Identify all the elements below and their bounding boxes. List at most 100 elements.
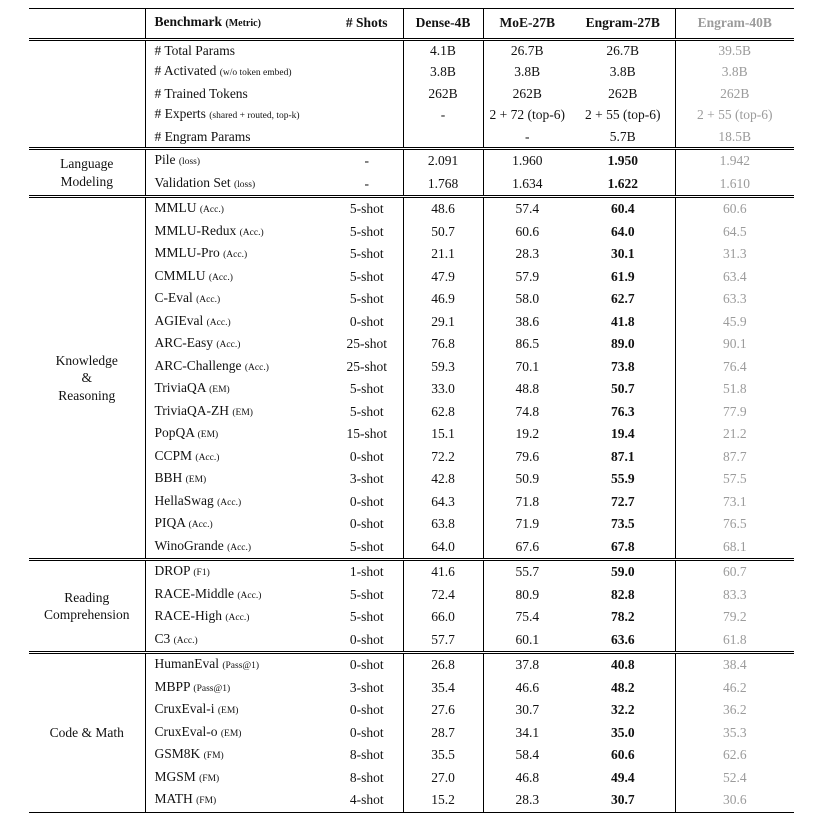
value-cell-engram-27b: 3.8B — [571, 61, 676, 84]
benchmark-cell: RACE-Middle (Acc.) — [145, 584, 331, 607]
value-cell-dense-4b: 27.6 — [403, 699, 484, 722]
value-cell-dense-4b: 50.7 — [403, 220, 484, 243]
shots-cell: 0-shot — [331, 445, 404, 468]
value-cell-engram-27b: 41.8 — [571, 310, 676, 333]
shots-cell: 15-shot — [331, 423, 404, 446]
benchmark-cell: AGIEval (Acc.) — [145, 311, 331, 334]
benchmark-metric: (Acc.) — [208, 272, 233, 283]
benchmark-metric: (Acc.) — [237, 590, 262, 601]
value-cell-dense-4b: 42.8 — [403, 468, 484, 491]
value-cell-dense-4b: 62.8 — [403, 400, 484, 423]
benchmark-name: MMLU — [154, 200, 197, 215]
benchmark-cell: Pile (loss) — [145, 149, 331, 173]
value-cell-moe-27b: 50.9 — [515, 471, 540, 486]
value-cell-engram-40b: 77.9 — [722, 403, 747, 419]
benchmark-cell: WinoGrande (Acc.) — [145, 536, 331, 560]
benchmark-cell: Validation Set (loss) — [145, 173, 331, 197]
value-cell-engram-27b: 64.0 — [571, 220, 676, 243]
table-row: # Trained Tokens 262B 262B 262B 262B — [29, 83, 794, 105]
benchmark-name: RACE-High — [154, 608, 223, 623]
value-cell-moe-27b: 71.8 — [515, 493, 540, 509]
benchmark-name: TriviaQA — [154, 380, 206, 395]
shots-cell: 5-shot — [331, 288, 404, 311]
table-row: MMLU-Pro (Acc.) 5-shot 21.1 28.3 30.1 31.3 — [29, 243, 794, 266]
shots-cell: 5-shot — [331, 583, 404, 606]
table-row: CMMLU (Acc.) 5-shot 47.9 57.9 61.9 63.4 — [29, 265, 794, 288]
value-cell-engram-27b: 40.8 — [571, 652, 676, 677]
value-cell-engram-27b: 19.4 — [571, 423, 676, 446]
benchmark-name: # Engram Params — [154, 128, 251, 144]
value-cell-dense-4b — [403, 126, 484, 149]
value-cell-engram-40b: 38.4 — [722, 657, 747, 672]
value-cell-engram-40b: 83.3 — [722, 586, 747, 602]
value-cell-moe-27b: 37.8 — [515, 657, 540, 672]
value-cell-engram-27b: 72.7 — [571, 490, 676, 513]
benchmark-name: PIQA — [154, 515, 186, 530]
benchmark-name: C3 — [154, 630, 171, 646]
benchmark-cell: C-Eval (Acc.) — [145, 288, 331, 311]
shots-cell — [331, 83, 404, 104]
group-label-model-config — [29, 39, 146, 149]
benchmark-metric: (Acc.) — [239, 227, 264, 238]
value-cell-moe-27b: 80.9 — [515, 586, 540, 602]
value-cell-moe-27b: 2 + 72 (top-6) — [489, 107, 565, 122]
value-cell-engram-40b: 79.2 — [722, 609, 747, 624]
table-row: # Total Params 4.1B 26.7B 26.7B 39.5B — [29, 39, 794, 149]
table-row: TriviaQA-ZH (EM) 5-shot 62.8 74.8 76.3 77.9 — [29, 400, 794, 423]
group-label-language-modeling: Language Modeling — [29, 148, 146, 197]
value-cell-engram-40b: 21.2 — [722, 426, 747, 441]
value-cell-dense-4b: 48.6 — [403, 196, 484, 221]
value-cell-engram-27b: 49.4 — [571, 766, 676, 789]
value-cell-moe-27b: 38.6 — [515, 313, 540, 329]
value-cell-moe-27b: 70.1 — [515, 358, 540, 374]
shots-cell: 5-shot — [331, 243, 404, 266]
benchmark-name: DROP — [154, 563, 191, 578]
table-header: Benchmark (Metric) # Shots Dense-4B MoE-… — [29, 8, 794, 39]
benchmark-metric: (EM) — [220, 728, 242, 739]
value-cell-engram-27b: 2 + 55 (top-6) — [571, 104, 676, 127]
benchmark-name: # Activated — [154, 63, 217, 78]
benchmark-cell: CruxEval-o (EM) — [145, 722, 331, 745]
value-cell-moe-27b: 262B — [512, 85, 542, 101]
header-model-moe-27b: MoE-27B — [499, 15, 556, 30]
table-row: Knowledge & Reasoning MMLU (Acc.) 5-shot 48.6… — [29, 196, 794, 560]
value-cell-dense-4b: 15.1 — [403, 423, 484, 446]
table-row: CruxEval-o (EM) 0-shot 28.7 34.1 35.0 35.3 — [29, 721, 794, 745]
value-cell-engram-27b: 67.8 — [571, 535, 676, 560]
benchmark-cell: MGSM (FM) — [145, 767, 331, 790]
value-cell-engram-40b: 68.1 — [722, 538, 747, 554]
benchmark-metric: (Acc.) — [199, 205, 224, 215]
benchmark-name: MMLU-Redux — [154, 222, 237, 238]
section-language-modeling: Language Modeling Pile (loss) -2.091 1.960 1.… — [29, 148, 794, 197]
shots-cell — [331, 104, 404, 127]
benchmark-cell: # Activated (w/o token embed) — [145, 61, 331, 84]
value-cell-moe-27b: 26.7B — [510, 42, 544, 58]
value-cell-engram-27b: 73.8 — [571, 355, 676, 378]
value-cell-engram-40b: 52.4 — [722, 769, 747, 785]
value-cell-engram-40b: 60.6 — [722, 201, 747, 216]
value-cell-moe-27b: 75.4 — [515, 609, 540, 624]
value-cell-dense-4b: 72.2 — [403, 445, 484, 468]
header-model-dense-4b: Dense-4B — [403, 8, 484, 39]
benchmark-cell: CCPM (Acc.) — [145, 446, 331, 469]
benchmark-cell: HellaSwag (Acc.) — [145, 491, 331, 514]
benchmark-name: TriviaQA-ZH — [154, 402, 230, 418]
value-cell-engram-40b: 39.5B — [718, 42, 752, 58]
table-row: RACE-Middle (Acc.) 5-shot 72.4 80.9 82.8 83.3 — [29, 583, 794, 607]
table-row: Language Modeling Pile (loss) -2.091 1.960 1.… — [29, 148, 794, 197]
value-cell-moe-27b: 3.8B — [514, 64, 541, 79]
benchmark-cell: # Engram Params — [145, 127, 331, 149]
value-cell-engram-27b: 73.5 — [571, 513, 676, 536]
table-row: BBH (EM) 3-shot 42.8 50.9 55.9 57.5 — [29, 468, 794, 491]
shots-cell: 25-shot — [331, 333, 404, 356]
benchmark-cell: # Trained Tokens — [145, 84, 331, 105]
value-cell-moe-27b: 30.7 — [515, 702, 540, 717]
benchmark-name: WinoGrande — [154, 537, 224, 553]
value-cell-engram-40b: 2 + 55 (top-6) — [697, 107, 773, 122]
benchmark-cell: MMLU-Redux (Acc.) — [145, 221, 331, 244]
benchmark-name: HumanEval — [154, 656, 219, 671]
shots-cell: - — [331, 172, 404, 197]
value-cell-dense-4b: 4.1B — [403, 39, 484, 61]
benchmark-name: MBPP — [154, 678, 191, 694]
